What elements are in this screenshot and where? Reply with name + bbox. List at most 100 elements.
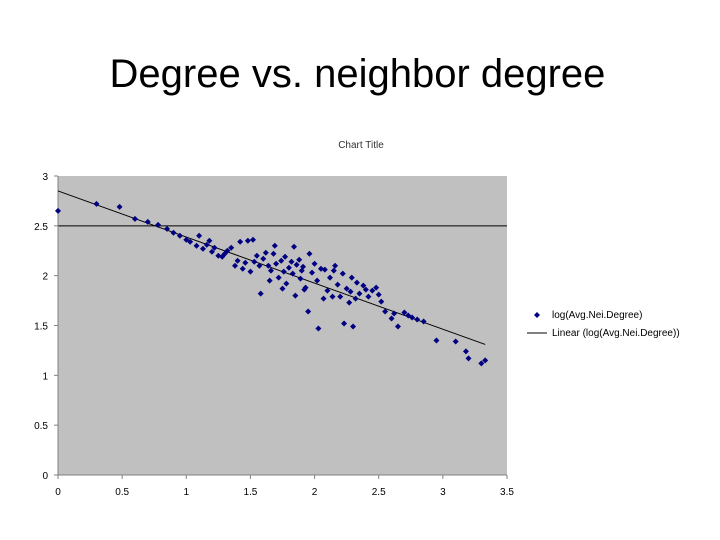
data-point <box>414 316 421 323</box>
data-point <box>234 257 241 264</box>
data-point <box>478 360 485 367</box>
data-point <box>311 260 318 267</box>
data-point <box>244 237 251 244</box>
x-tick-label: 2.5 <box>372 487 386 498</box>
data-point <box>465 355 472 362</box>
trendline <box>57 190 486 345</box>
y-tick-label: 0 <box>42 471 48 482</box>
data-point <box>378 298 385 305</box>
data-point <box>356 290 363 297</box>
data-point <box>420 318 427 325</box>
data-point <box>362 286 369 293</box>
data-point <box>334 281 341 288</box>
x-tick-label: 3 <box>440 487 446 498</box>
data-point <box>391 310 398 317</box>
y-tick-label: 2.5 <box>34 222 48 233</box>
data-point <box>242 259 249 266</box>
data-point <box>208 248 215 255</box>
data-point <box>247 268 254 275</box>
data-point <box>211 244 218 251</box>
data-point <box>206 237 213 244</box>
data-point <box>253 252 260 259</box>
data-point <box>302 284 309 291</box>
data-point <box>348 274 355 281</box>
data-point <box>482 357 489 364</box>
data-point <box>401 309 408 316</box>
data-point <box>324 287 331 294</box>
chart-legend: log(Avg.Nei.Degree) Linear (log(Avg.Nei.D… <box>527 310 680 339</box>
data-point <box>288 258 295 265</box>
data-point <box>326 274 333 281</box>
data-point <box>394 323 401 330</box>
data-point <box>297 275 304 282</box>
data-point <box>352 295 359 302</box>
data-point <box>93 200 100 207</box>
data-point <box>267 267 274 274</box>
data-point <box>343 285 350 292</box>
x-tick-label: 1 <box>184 487 190 498</box>
data-point <box>164 225 171 232</box>
data-point <box>282 253 289 260</box>
data-point <box>224 247 231 254</box>
data-point <box>306 250 313 257</box>
data-point <box>260 255 267 262</box>
data-point <box>273 260 280 267</box>
chart-title: Chart Title <box>338 140 384 151</box>
data-point <box>116 203 123 210</box>
data-point <box>219 253 226 260</box>
data-point <box>365 293 372 300</box>
data-point <box>265 262 272 269</box>
y-tick-label: 1 <box>42 371 48 382</box>
data-point <box>289 270 296 277</box>
data-point <box>339 270 346 277</box>
y-tick-label: 2 <box>42 272 48 283</box>
data-point <box>262 249 269 256</box>
x-tick-label: 1.5 <box>243 487 257 498</box>
data-point <box>228 244 235 251</box>
x-tick-label: 0.5 <box>115 487 129 498</box>
data-point <box>332 262 339 269</box>
data-point <box>321 266 328 273</box>
data-point <box>144 218 151 225</box>
data-point <box>353 279 360 286</box>
y-tick-label: 3 <box>42 172 48 183</box>
data-point <box>341 320 348 327</box>
x-tick-label: 0 <box>55 487 61 498</box>
data-point <box>293 261 300 268</box>
data-point <box>388 315 395 322</box>
data-point <box>305 308 312 315</box>
legend-label: Linear (log(Avg.Nei.Degree)) <box>552 328 680 339</box>
data-point <box>462 348 469 355</box>
data-point <box>170 229 177 236</box>
data-point <box>249 236 256 243</box>
data-point <box>291 243 298 250</box>
data-point <box>360 282 367 289</box>
data-point <box>320 295 327 302</box>
data-point <box>199 245 206 252</box>
data-point <box>292 292 299 299</box>
data-point <box>373 284 380 291</box>
data-point <box>237 238 244 245</box>
data-point <box>280 268 287 275</box>
data-point <box>350 323 357 330</box>
data-point <box>266 277 273 284</box>
data-point <box>196 232 203 239</box>
data-point <box>314 277 321 284</box>
data-point <box>55 207 61 214</box>
data-point <box>176 232 183 239</box>
data-point <box>347 288 354 295</box>
data-point <box>131 215 138 222</box>
data-point <box>271 242 278 249</box>
data-point <box>330 267 337 274</box>
data-point <box>369 287 376 294</box>
plot-area <box>58 176 507 475</box>
data-point <box>251 258 258 265</box>
data-point <box>270 250 277 257</box>
data-point <box>452 338 459 345</box>
data-point <box>232 262 239 269</box>
data-point <box>309 269 316 276</box>
data-point <box>239 265 246 272</box>
data-point <box>300 263 307 270</box>
data-point <box>329 293 336 300</box>
